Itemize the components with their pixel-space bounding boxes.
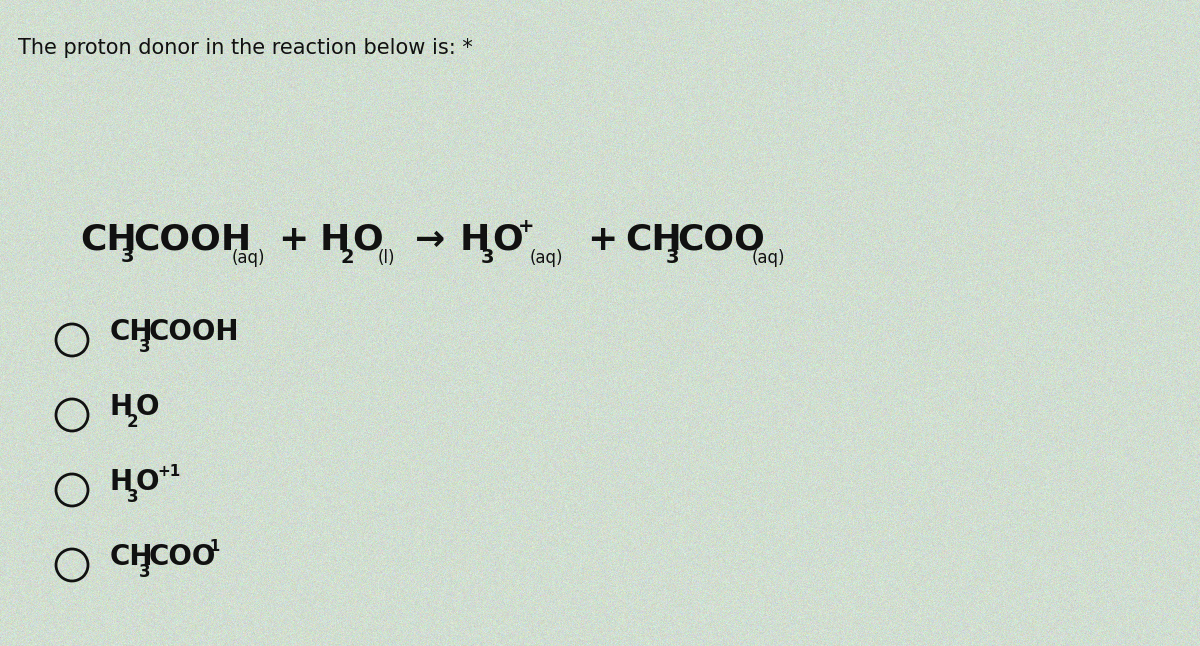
Text: +: +: [278, 223, 308, 257]
Text: 3: 3: [139, 563, 151, 581]
Text: +1: +1: [157, 464, 180, 479]
Text: 3: 3: [666, 248, 679, 267]
Text: H: H: [110, 393, 133, 421]
Text: 3: 3: [121, 247, 134, 266]
Text: +: +: [587, 223, 617, 257]
Text: 2: 2: [341, 248, 355, 267]
Text: 3: 3: [481, 248, 494, 267]
Text: +: +: [518, 217, 534, 236]
Text: O: O: [136, 468, 160, 496]
Text: CH: CH: [110, 543, 154, 571]
Text: CH: CH: [80, 223, 137, 257]
Text: 2: 2: [127, 413, 139, 431]
Text: H: H: [460, 223, 491, 257]
Text: COO: COO: [149, 543, 216, 571]
Text: O: O: [492, 223, 523, 257]
Text: (l): (l): [378, 249, 396, 267]
Text: O: O: [352, 223, 383, 257]
Text: COOH: COOH: [133, 223, 251, 257]
Text: H: H: [320, 223, 350, 257]
Text: →: →: [415, 223, 445, 257]
Text: H: H: [110, 468, 133, 496]
Text: O: O: [136, 393, 160, 421]
Text: −1: −1: [197, 539, 221, 554]
Text: 3: 3: [127, 488, 139, 506]
Text: COO: COO: [677, 223, 764, 257]
Text: (aq): (aq): [752, 249, 786, 267]
Text: (aq): (aq): [530, 249, 564, 267]
Text: 3: 3: [139, 338, 151, 356]
Text: (aq): (aq): [232, 249, 265, 267]
Text: −: −: [742, 217, 757, 236]
Text: CH: CH: [625, 223, 682, 257]
Text: COOH: COOH: [149, 318, 240, 346]
Text: The proton donor in the reaction below is: *: The proton donor in the reaction below i…: [18, 38, 473, 58]
Text: CH: CH: [110, 318, 154, 346]
